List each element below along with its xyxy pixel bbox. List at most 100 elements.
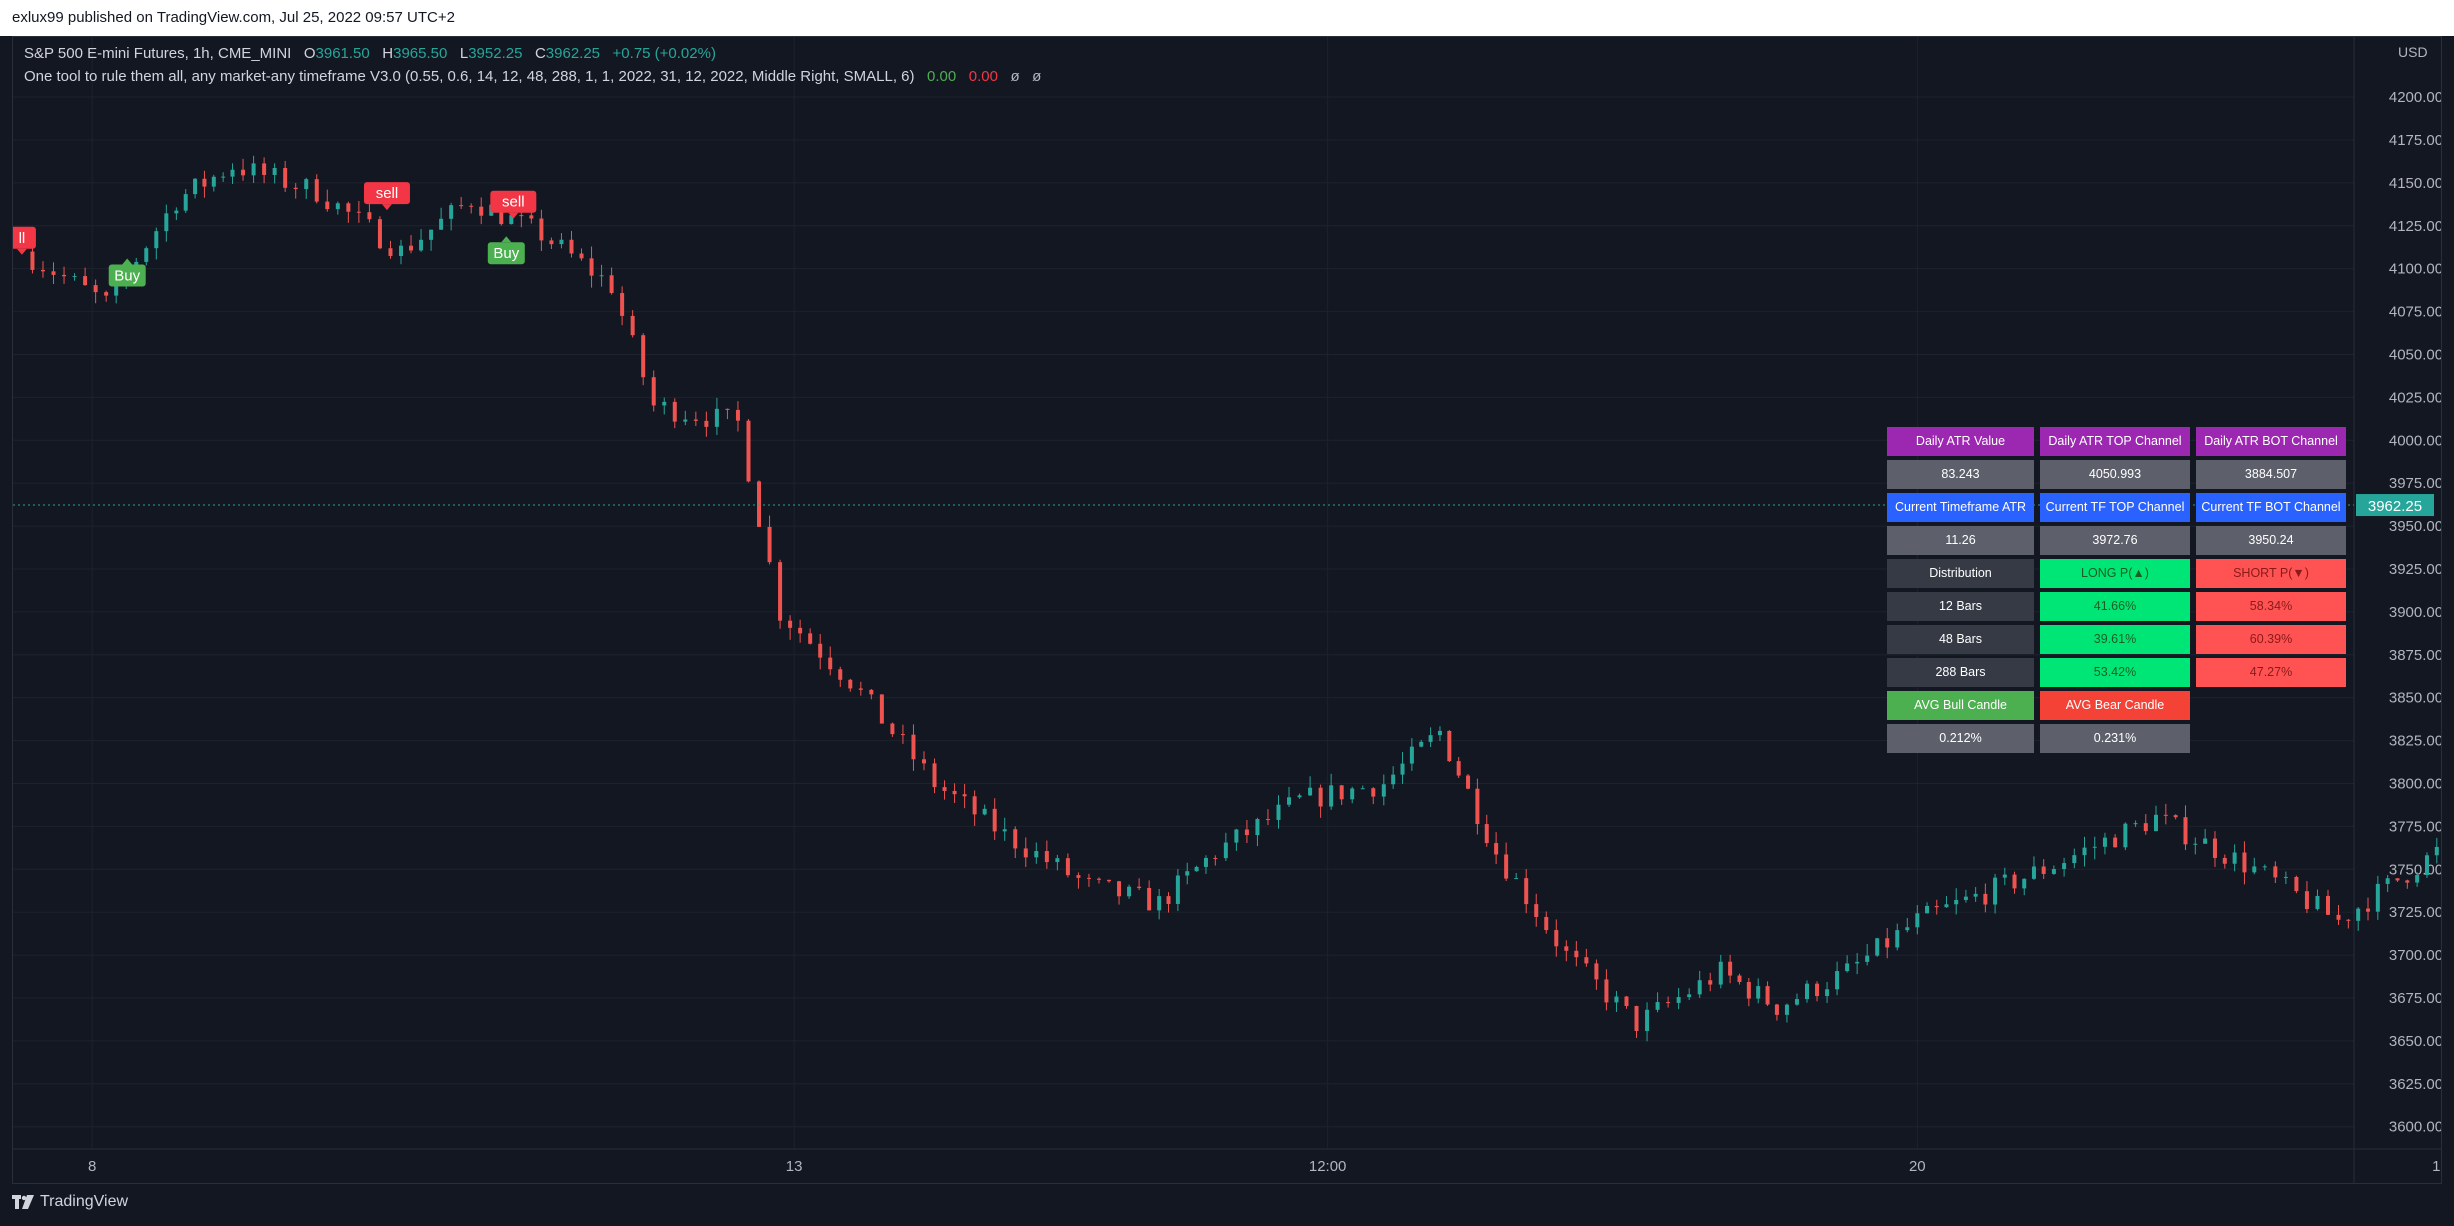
header-daily-atr-top: Daily ATR TOP Channel — [2040, 427, 2190, 456]
sell-signal-box[interactable] — [363, 182, 410, 205]
candle-body — [2283, 876, 2288, 878]
candle-body — [2133, 823, 2138, 825]
candle-body — [2273, 866, 2278, 878]
candle-body — [1655, 1002, 1660, 1010]
candle-body — [62, 274, 67, 277]
candle-body — [144, 248, 149, 262]
bars-48-label: 48 Bars — [1887, 625, 2034, 654]
bars-288-short: 47.27% — [2196, 658, 2346, 687]
header-current-tf-atr: Current Timeframe ATR — [1887, 493, 2034, 522]
candle-body — [1794, 999, 1799, 1005]
candle-body — [1805, 983, 1810, 1000]
candle-body — [1728, 961, 1733, 976]
candle-body — [1954, 899, 1959, 905]
candle-body — [51, 271, 56, 275]
candle-body — [1875, 938, 1880, 956]
buy-signal-label: Buy — [493, 245, 519, 262]
header-daily-atr-bot: Daily ATR BOT Channel — [2196, 427, 2346, 456]
candle-body — [104, 292, 109, 296]
candle-body — [2012, 874, 2017, 889]
candle-body — [589, 258, 594, 276]
candle-body — [788, 620, 793, 628]
candle-body — [283, 168, 288, 188]
candle-body — [778, 562, 783, 621]
candle-body — [746, 420, 751, 482]
candle-body — [1339, 785, 1344, 800]
candle-body — [932, 763, 937, 788]
candle-body — [662, 401, 667, 406]
tradingview-logo[interactable]: TradingView — [12, 1193, 128, 1211]
candle-body — [377, 219, 382, 249]
candle-body — [757, 481, 762, 527]
candle-body — [1594, 963, 1599, 980]
candle-body — [569, 239, 574, 254]
candle-body — [346, 203, 351, 212]
candle-body — [962, 794, 967, 797]
current-tf-bot-value: 3950.24 — [2196, 526, 2346, 555]
candle-body — [1564, 946, 1569, 951]
candle-body — [1915, 913, 1920, 928]
last-price-tag — [2356, 494, 2434, 517]
candle-body — [314, 179, 319, 202]
price-axis-label: 3625.00 — [2389, 1076, 2441, 1093]
daily-atr-bot-value: 3884.507 — [2196, 460, 2346, 489]
candle-body — [2173, 815, 2178, 818]
candle-body — [93, 285, 98, 293]
candle-body — [599, 275, 604, 277]
candle-body — [952, 790, 957, 795]
candle-body — [241, 169, 246, 176]
price-axis-label: 3800.00 — [2389, 775, 2441, 792]
time-axis-label: 8 — [88, 1158, 96, 1175]
indicator-legend-row[interactable]: One tool to rule them all, any market-an… — [24, 65, 1041, 88]
close-label: C — [534, 45, 546, 62]
price-axis-label: 4200.00 — [2389, 89, 2441, 106]
candle-body — [251, 163, 256, 176]
candle-body — [1157, 896, 1162, 911]
symbol-name: S&P 500 E-mini Futures, 1h, CME_MINI — [24, 45, 292, 62]
candle-body — [630, 315, 635, 336]
candle-body — [499, 204, 504, 225]
current-tf-top-value: 3972.76 — [2040, 526, 2190, 555]
candle-body — [2366, 908, 2371, 912]
candle-body — [1086, 877, 1091, 879]
candle-body — [2346, 919, 2351, 921]
candle-body — [293, 187, 298, 190]
candle-body — [672, 401, 677, 422]
candle-body — [858, 688, 863, 690]
candle-body — [262, 163, 267, 175]
candle-body — [1350, 788, 1355, 800]
candle-body — [828, 657, 833, 670]
candle-body — [325, 201, 330, 210]
bars-48-short: 60.39% — [2196, 625, 2346, 654]
candle-body — [1855, 961, 1860, 964]
chart-area[interactable]: 3600.00 3625.00 3650.00 3675.00 3700.00 3725.… — [12, 36, 2442, 1184]
candle-body — [704, 420, 709, 427]
candle-body — [1697, 980, 1702, 995]
candle-body — [1244, 829, 1249, 836]
candle-body — [1175, 875, 1180, 904]
candle-body — [2031, 866, 2036, 879]
candle-body — [30, 251, 35, 270]
candle-body — [2294, 876, 2299, 892]
candle-body — [40, 269, 45, 272]
time-axis-label: 12:00 — [1309, 1158, 1347, 1175]
candle-body — [1993, 877, 1998, 905]
sell-signal-box[interactable] — [490, 190, 537, 213]
price-chart[interactable]: 3600.00 3625.00 3650.00 3675.00 3700.00 3725.… — [13, 37, 2441, 1183]
header-current-tf-bot: Current TF BOT Channel — [2196, 493, 2346, 522]
candle-body — [1708, 980, 1713, 985]
candle-body — [429, 229, 434, 240]
candle-body — [2041, 866, 2046, 874]
candle-body — [1634, 1006, 1639, 1032]
candle-body — [2395, 878, 2400, 881]
candle-body — [1544, 916, 1549, 931]
candle-body — [2082, 847, 2087, 856]
candle-body — [479, 206, 484, 216]
buy-signal-box[interactable] — [108, 264, 146, 287]
symbol-legend-row[interactable]: S&P 500 E-mini Futures, 1h, CME_MINI O39… — [24, 42, 1041, 65]
sell-signal-box[interactable] — [13, 226, 36, 249]
avg-bull-candle-header: AVG Bull Candle — [1887, 691, 2034, 720]
candle-body — [1360, 788, 1365, 790]
buy-signal-box[interactable] — [487, 242, 525, 265]
candle-body — [114, 278, 119, 296]
